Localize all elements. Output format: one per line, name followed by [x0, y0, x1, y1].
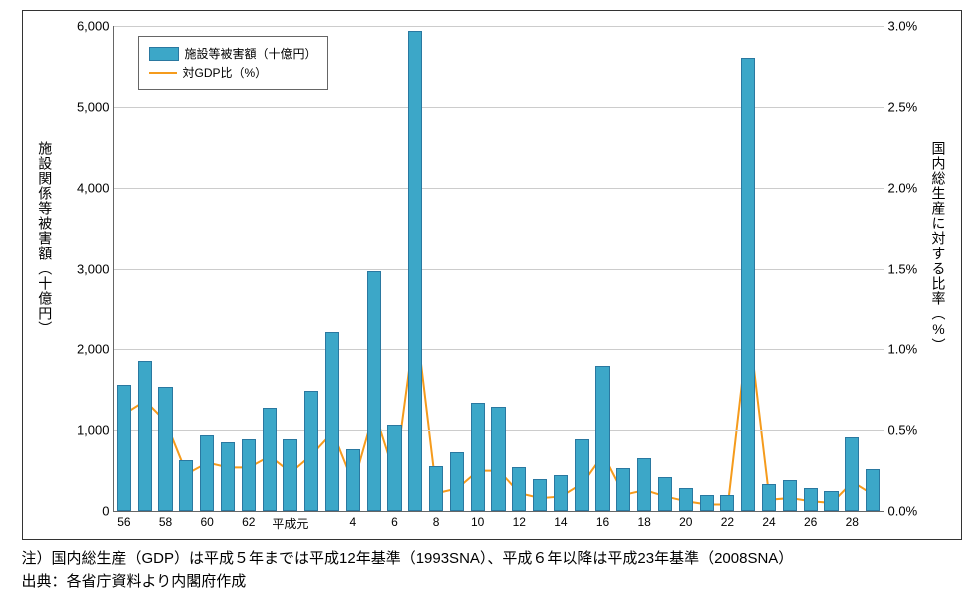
y1-tick: 4,000	[77, 180, 110, 195]
bar	[783, 480, 797, 511]
x-tick: 28	[846, 515, 859, 529]
bar	[325, 332, 339, 511]
bar	[720, 495, 734, 511]
x-tick: 6	[391, 515, 398, 529]
gridline	[114, 107, 884, 108]
bar	[679, 488, 693, 511]
bar	[866, 469, 880, 511]
x-tick: 60	[200, 515, 213, 529]
y2-axis-label: 国内総生産に対する比率（%）	[930, 141, 947, 353]
y2-tick: 2.0%	[888, 180, 918, 195]
legend-label-bar: 施設等被害額（十億円）	[185, 45, 317, 62]
note-line-1: 注）国内総生産（GDP）は平成５年までは平成12年基準（1993SNA）、平成６…	[22, 548, 962, 571]
y1-axis-label: 施設関係等被害額（十億円）	[37, 141, 54, 336]
plot-area: 01,0002,0003,0004,0005,0006,0000.0%0.5%1…	[113, 26, 884, 512]
y2-tick: 2.5%	[888, 99, 918, 114]
bar	[824, 491, 838, 511]
x-tick: 20	[679, 515, 692, 529]
x-tick: 12	[513, 515, 526, 529]
bar	[741, 58, 755, 511]
legend-item-line: 対GDP比（%）	[149, 64, 317, 81]
y1-tick: 1,000	[77, 423, 110, 438]
bar	[658, 477, 672, 511]
bar	[762, 484, 776, 511]
bar	[804, 488, 818, 511]
chart-notes: 注）国内総生産（GDP）は平成５年までは平成12年基準（1993SNA）、平成６…	[22, 548, 962, 593]
bar	[158, 387, 172, 511]
bar	[408, 31, 422, 511]
bar	[117, 385, 131, 511]
bar	[429, 466, 443, 511]
bar	[845, 437, 859, 511]
y2-tick: 0.5%	[888, 423, 918, 438]
x-tick: 4	[349, 515, 356, 529]
bar	[138, 361, 152, 511]
gridline	[114, 269, 884, 270]
chart-container: 施設等被害額（十億円） 対GDP比（%） 施設関係等被害額（十億円） 国内総生産…	[22, 10, 962, 540]
x-tick: 8	[433, 515, 440, 529]
bar	[491, 407, 505, 511]
y2-tick: 1.5%	[888, 261, 918, 276]
x-tick: 62	[242, 515, 255, 529]
note-line-2: 出典：各省庁資料より内閣府作成	[22, 571, 962, 594]
bar	[346, 449, 360, 511]
bar	[263, 408, 277, 511]
legend: 施設等被害額（十億円） 対GDP比（%）	[138, 36, 328, 90]
bar	[367, 271, 381, 511]
y1-tick: 5,000	[77, 99, 110, 114]
x-tick: 10	[471, 515, 484, 529]
bar	[450, 452, 464, 511]
bar	[242, 439, 256, 511]
legend-swatch-bar	[149, 47, 179, 61]
bar	[283, 439, 297, 511]
x-tick: 18	[637, 515, 650, 529]
y1-tick: 6,000	[77, 19, 110, 34]
x-tick: 22	[721, 515, 734, 529]
x-tick: 26	[804, 515, 817, 529]
bar	[575, 439, 589, 511]
bar	[637, 458, 651, 511]
y2-tick: 3.0%	[888, 19, 918, 34]
y1-tick: 0	[102, 504, 109, 519]
bar	[179, 460, 193, 511]
legend-label-line: 対GDP比（%）	[183, 64, 268, 81]
x-tick: 56	[117, 515, 130, 529]
bar	[700, 495, 714, 511]
bar	[221, 442, 235, 511]
bar	[554, 475, 568, 511]
bar	[616, 468, 630, 511]
y2-tick: 1.0%	[888, 342, 918, 357]
bar	[200, 435, 214, 511]
x-tick: 14	[554, 515, 567, 529]
x-tick: 16	[596, 515, 609, 529]
y2-tick: 0.0%	[888, 504, 918, 519]
bar	[512, 467, 526, 511]
x-tick: 24	[762, 515, 775, 529]
bar	[471, 403, 485, 511]
bar	[533, 479, 547, 511]
gridline	[114, 26, 884, 27]
y1-tick: 2,000	[77, 342, 110, 357]
legend-swatch-line	[149, 72, 177, 74]
gridline	[114, 188, 884, 189]
bar	[387, 425, 401, 511]
x-tick: 58	[159, 515, 172, 529]
x-tick: 平成元	[272, 515, 308, 532]
gridline	[114, 349, 884, 350]
y1-tick: 3,000	[77, 261, 110, 276]
bar	[304, 391, 318, 511]
bar	[595, 366, 609, 512]
legend-item-bar: 施設等被害額（十億円）	[149, 45, 317, 62]
